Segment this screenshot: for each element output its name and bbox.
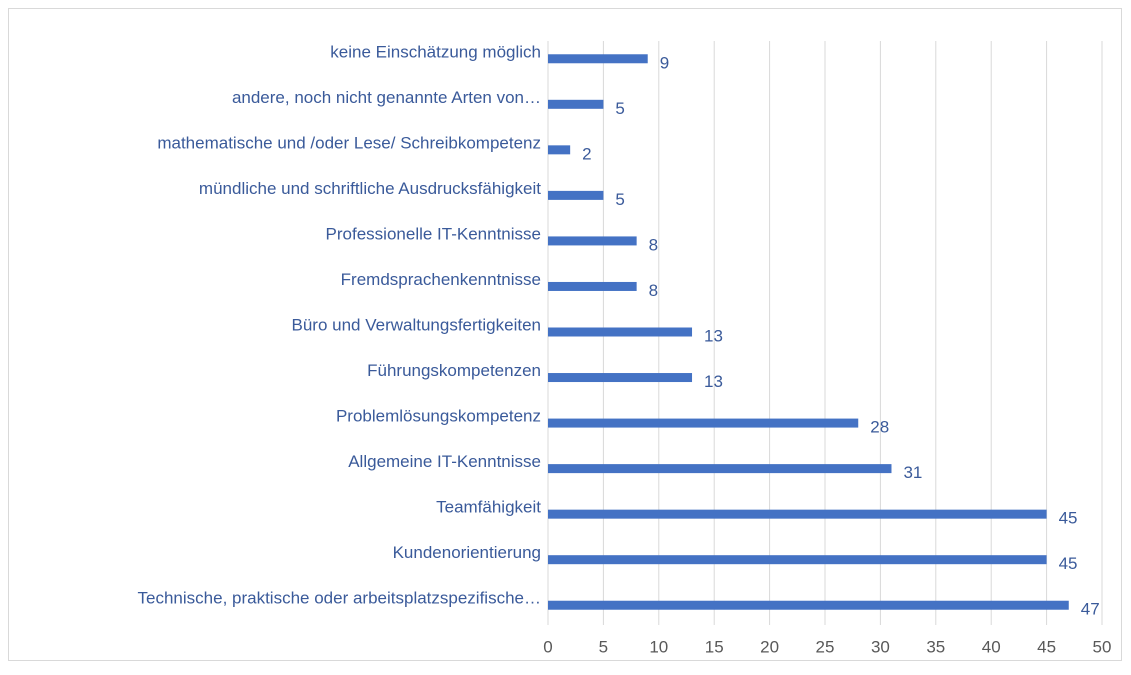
x-tick-label: 35 bbox=[926, 637, 945, 656]
x-tick-label: 45 bbox=[1037, 637, 1056, 656]
x-tick-label: 10 bbox=[649, 637, 668, 656]
y-tick-label: Teamfähigkeit bbox=[436, 498, 541, 517]
bar bbox=[548, 418, 859, 428]
bar bbox=[548, 600, 1069, 610]
bar bbox=[548, 236, 637, 246]
bar bbox=[548, 373, 693, 383]
data-label: 47 bbox=[1081, 600, 1100, 619]
x-tick-label: 25 bbox=[816, 637, 835, 656]
x-tick-label: 50 bbox=[1093, 637, 1112, 656]
bar bbox=[548, 464, 892, 474]
data-label: 28 bbox=[870, 418, 889, 437]
data-label: 5 bbox=[615, 99, 624, 118]
x-tick-label: 40 bbox=[982, 637, 1001, 656]
data-label: 8 bbox=[649, 281, 658, 300]
y-tick-label: andere, noch nicht genannte Arten von… bbox=[232, 88, 541, 107]
y-tick-label: mündliche und schriftliche Ausdrucksfähi… bbox=[199, 179, 541, 198]
x-tick-label: 20 bbox=[760, 637, 779, 656]
x-tick-label: 30 bbox=[871, 637, 890, 656]
bar bbox=[548, 509, 1047, 519]
y-tick-label: Problemlösungskompetenz bbox=[336, 407, 541, 426]
x-tick-label: 5 bbox=[599, 637, 608, 656]
data-label: 5 bbox=[615, 190, 624, 209]
bar bbox=[548, 190, 604, 200]
bar bbox=[548, 281, 637, 291]
y-tick-label: Fremdsprachenkenntnisse bbox=[341, 270, 541, 289]
y-tick-label: mathematische und /oder Lese/ Schreibkom… bbox=[157, 133, 541, 152]
x-tick-label: 0 bbox=[543, 637, 552, 656]
y-tick-label: Führungskompetenzen bbox=[367, 361, 541, 380]
bar bbox=[548, 54, 648, 64]
y-tick-label: Technische, praktische oder arbeitsplatz… bbox=[138, 589, 541, 608]
data-label: 13 bbox=[704, 372, 723, 391]
data-label: 13 bbox=[704, 326, 723, 345]
y-tick-label: Allgemeine IT-Kenntnisse bbox=[348, 452, 541, 471]
y-tick-label: keine Einschätzung möglich bbox=[330, 42, 541, 61]
y-tick-label: Kundenorientierung bbox=[393, 543, 541, 562]
x-tick-label: 15 bbox=[705, 637, 724, 656]
data-label: 9 bbox=[660, 53, 669, 72]
data-label: 45 bbox=[1059, 554, 1078, 573]
y-tick-label: Professionelle IT-Kenntnisse bbox=[326, 224, 541, 243]
data-label: 8 bbox=[649, 235, 658, 254]
bar bbox=[548, 555, 1047, 565]
y-tick-label: Büro und Verwaltungsfertigkeiten bbox=[292, 315, 542, 334]
data-label: 2 bbox=[582, 144, 591, 163]
data-label: 45 bbox=[1059, 509, 1078, 528]
bar bbox=[548, 99, 604, 109]
bar bbox=[548, 327, 693, 337]
bar bbox=[548, 145, 571, 155]
data-label: 31 bbox=[903, 463, 922, 482]
